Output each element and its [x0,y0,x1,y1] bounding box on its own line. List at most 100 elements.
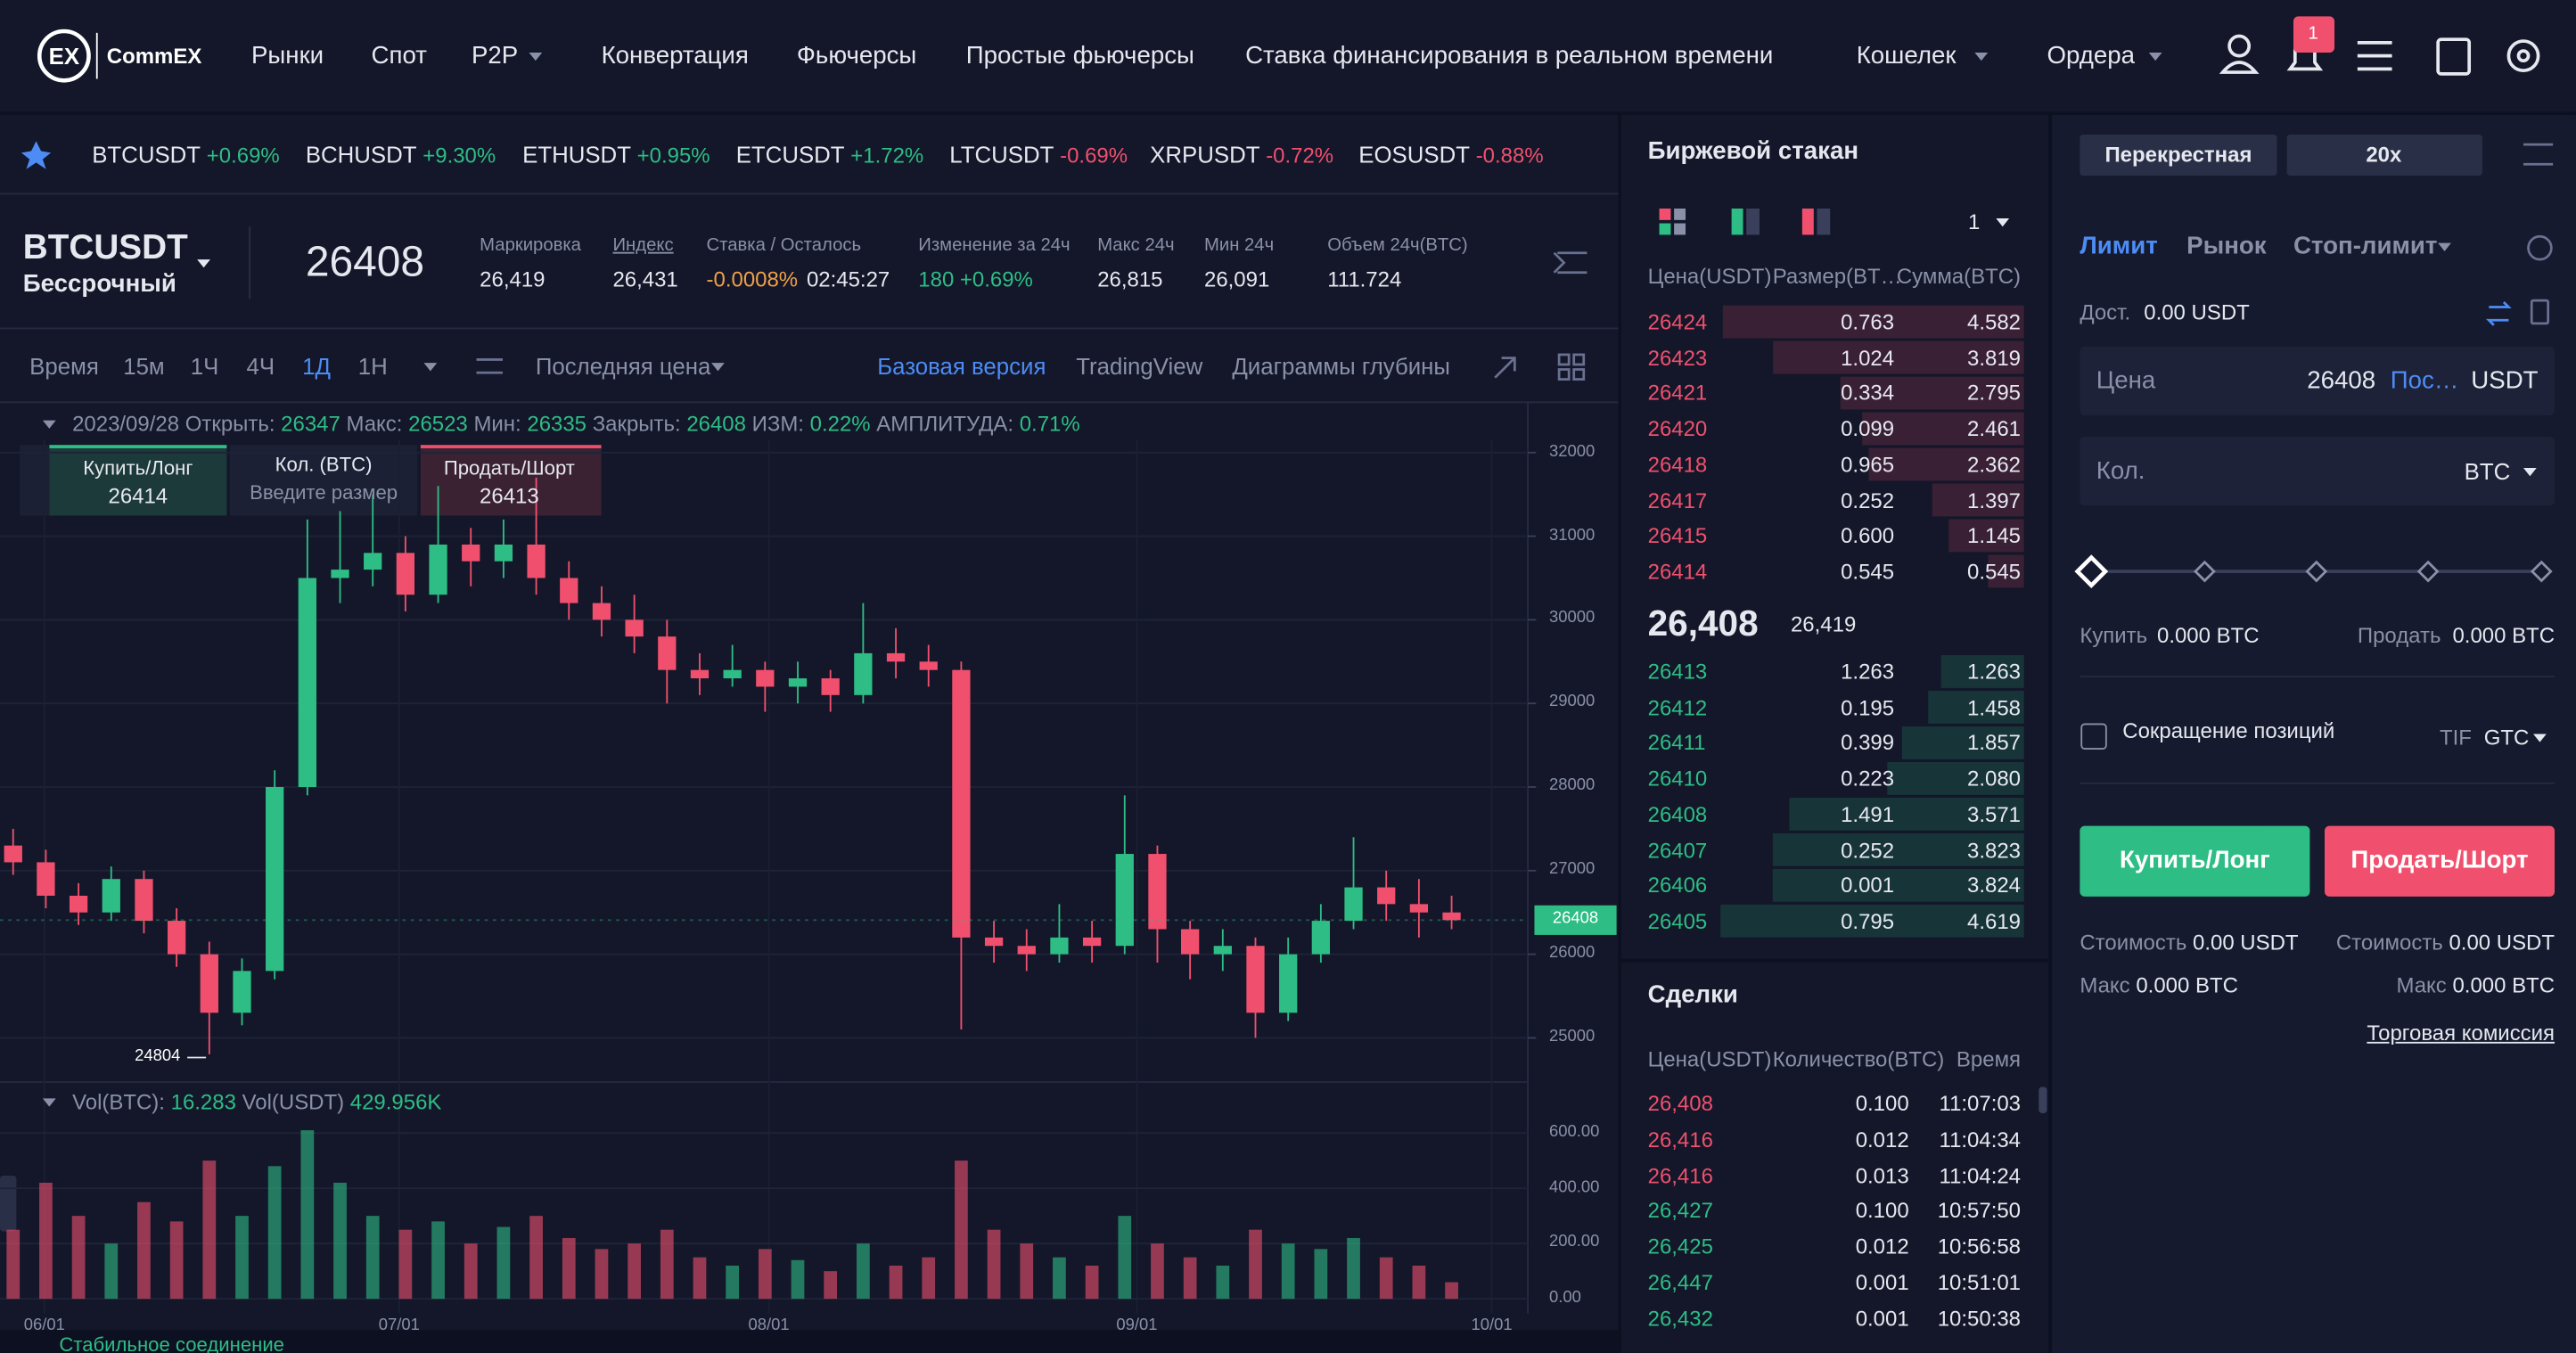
ticker[interactable]: ETHUSDT +0.95% [522,143,710,166]
fullscreen-icon[interactable] [1494,357,1516,379]
book-price[interactable]: 26406 [1647,873,1708,898]
user-icon[interactable] [2227,34,2252,58]
interval[interactable]: 15м [123,353,165,380]
collapse-tab[interactable] [0,1176,17,1232]
nav-link[interactable]: Ставка финансирования в реальном времени [1245,41,1774,70]
book-price[interactable]: 26414 [1647,559,1708,584]
reduce-checkbox[interactable] [2080,723,2107,750]
leverage[interactable]: 20x [2366,142,2402,167]
slider-stops[interactable] [2074,554,2553,588]
transfer-icon[interactable] [2485,300,2512,326]
interval[interactable]: 1Н [357,353,388,380]
summary-value: 0.000 BTC [2452,972,2555,998]
nav-link[interactable]: Фьючерсы [796,41,917,70]
quick-qty-placeholder[interactable]: Введите размер [250,480,398,504]
calculator-icon[interactable] [2530,299,2550,325]
layout-icon[interactable] [1557,353,1571,366]
volume-bar [39,1182,53,1300]
volume-bar [1085,1265,1099,1300]
settings-icon[interactable] [2506,39,2540,73]
layout-icon[interactable] [1572,368,1586,381]
quick-qty[interactable] [230,445,418,516]
scroll-right[interactable] [1553,251,1566,274]
nav-link[interactable]: Кошелек [1856,41,1957,70]
sell-button[interactable] [2324,825,2555,897]
leverage-button[interactable] [2286,135,2482,176]
layout-icon[interactable] [1557,368,1571,381]
price-input[interactable] [2080,346,2555,416]
ohlc-info: 2023/09/28 Открыть: 26347 Макс: 26523 Ми… [72,413,1080,434]
order-type-tab[interactable]: Лимит [2080,232,2158,260]
nav-link[interactable]: Конвертация [601,41,749,70]
ticker[interactable]: LTCUSDT -0.69% [949,143,1128,166]
nav-link[interactable]: Спот [371,41,427,70]
book-price[interactable]: 26417 [1647,488,1708,512]
book-price[interactable]: 26418 [1647,452,1708,477]
book-price[interactable]: 26412 [1647,694,1708,720]
book-price[interactable]: 26410 [1647,766,1708,791]
info-icon[interactable] [2527,234,2553,261]
qty-input[interactable] [2080,437,2555,506]
nav-link[interactable]: P2P [471,41,519,70]
ticker[interactable]: ETCUSDT +1.72% [736,143,923,166]
ticker[interactable]: BCHUSDT +9.30% [306,143,496,166]
margin-mode[interactable]: Перекрестная [2104,142,2252,167]
depth-select[interactable]: 1 [1968,209,1981,234]
ticker[interactable]: EOSUSDT -0.88% [1358,143,1543,166]
ticker[interactable]: XRPUSDT -0.72% [1150,143,1333,166]
quick-buy[interactable] [49,445,227,516]
quick-sell-price[interactable]: 26413 [480,483,539,509]
price-value[interactable]: 26408 [2307,366,2376,396]
candle-body [69,895,88,913]
book-price[interactable]: 26424 [1647,309,1708,334]
volume-bar [1379,1257,1393,1300]
book-price[interactable]: 26407 [1647,837,1708,863]
user-icon-body[interactable] [2219,61,2260,74]
book-price[interactable]: 26408 [1647,801,1708,827]
quick-sell-label[interactable]: Продать/Шорт [443,456,575,480]
view-tab[interactable]: Базовая версия [877,353,1046,380]
book-price[interactable]: 26405 [1647,908,1708,934]
fee-link[interactable]: Торговая комиссия [2367,1020,2555,1046]
price-hint[interactable]: Пос… [2390,366,2459,396]
price-type[interactable]: Последняя цена [535,353,711,380]
book-price[interactable]: 26413 [1647,659,1708,685]
help-icon[interactable] [2436,37,2472,76]
book-price[interactable]: 26411 [1647,730,1706,756]
input-unit[interactable]: BTC [2464,457,2511,485]
quick-buy-price[interactable]: 26414 [108,483,168,509]
margin-mode-button[interactable] [2080,135,2277,176]
interval[interactable]: 4Ч [246,353,275,380]
favorite-star[interactable] [21,141,52,169]
buy-button[interactable] [2080,825,2310,897]
nav-link[interactable]: Простые фьючерсы [965,41,1194,70]
quick-buy-label[interactable]: Купить/Лонг [83,456,193,480]
interval[interactable]: Время [29,353,99,380]
depth-bar [1901,726,2024,759]
book-price[interactable]: 26420 [1647,416,1708,441]
ticker[interactable]: BTCUSDT +0.69% [92,143,279,166]
candle-body [1148,854,1167,930]
nav-link[interactable]: Рынки [250,41,324,70]
view-tab[interactable]: Диаграммы глубины [1232,353,1450,380]
book-size: 0.334 [1841,381,1895,406]
layout-icon[interactable] [1572,353,1586,366]
candle-body [1050,937,1069,955]
buy-button-label[interactable]: Купить/Лонг [2120,846,2270,874]
order-type-tab[interactable]: Стоп-лимит [2293,232,2438,260]
book-price[interactable]: 26423 [1647,345,1708,370]
order-type-tab[interactable]: Рынок [2186,232,2267,260]
depth-bar [1928,691,2024,724]
view-tab[interactable]: TradingView [1076,353,1203,380]
interval[interactable]: 1Д [302,353,331,380]
settings-icon-core[interactable] [2516,49,2531,63]
symbol-name[interactable]: BTCUSDT [22,228,188,267]
nav-link[interactable]: Ордера [2047,41,2136,70]
book-price[interactable]: 26421 [1647,381,1708,406]
reduce-label[interactable]: Сокращение позиций [2122,718,2335,743]
book-price[interactable]: 26415 [1647,523,1708,548]
tif-value[interactable]: GTC [2483,725,2530,750]
interval[interactable]: 1Ч [190,353,219,380]
quick-sell[interactable] [420,445,602,516]
sell-button-label[interactable]: Продать/Шорт [2350,846,2529,874]
